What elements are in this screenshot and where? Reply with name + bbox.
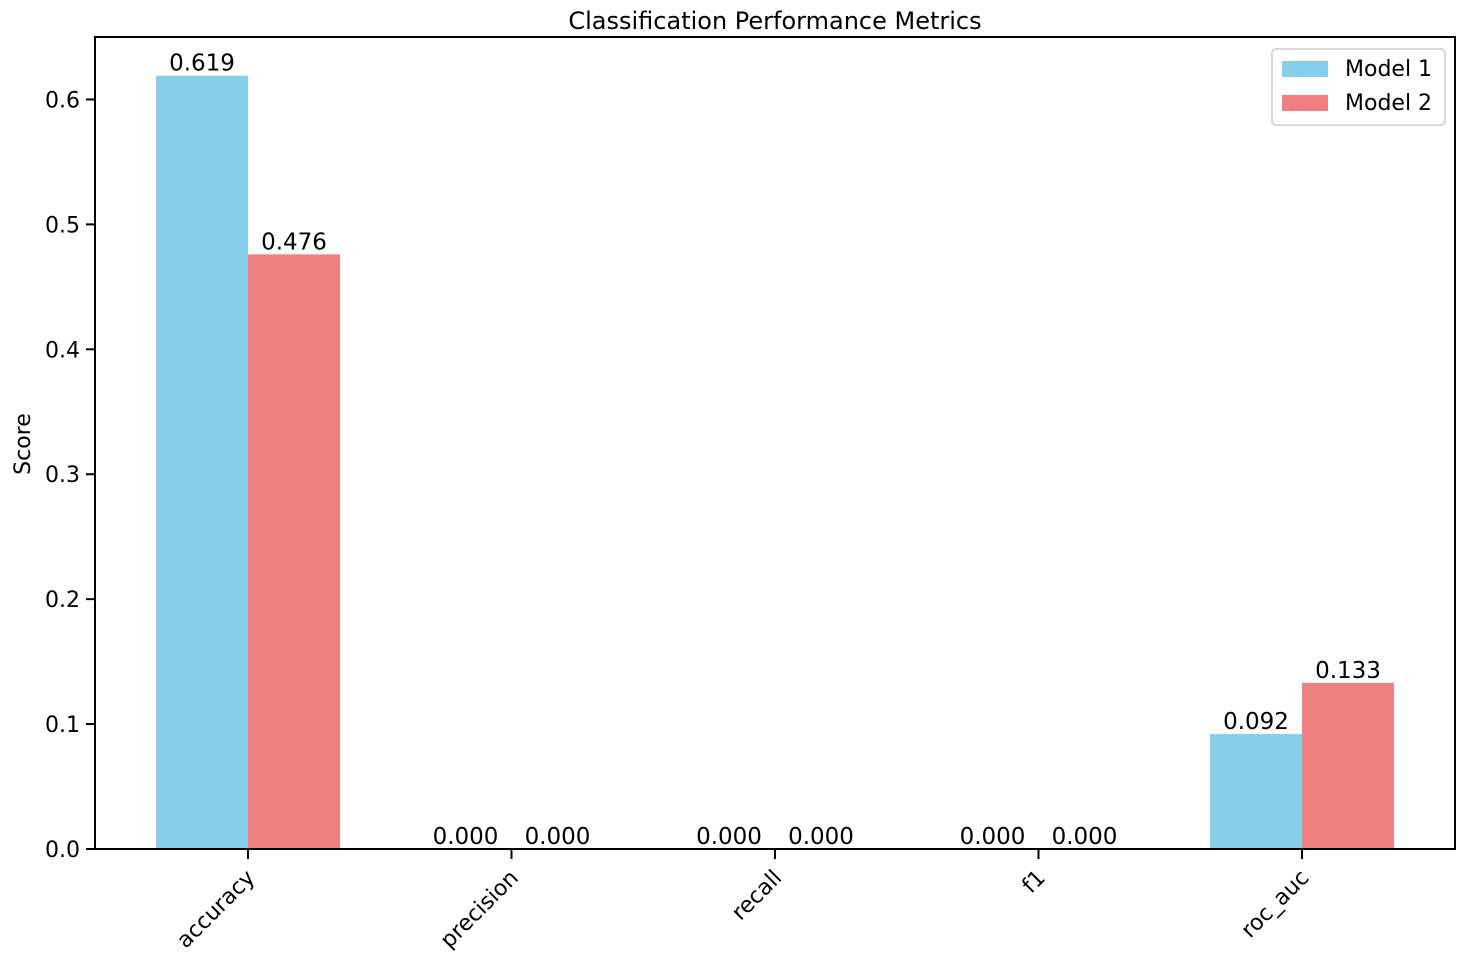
y-axis-label: Score [11, 413, 36, 475]
x-tick-label-accuracy: accuracy [172, 866, 260, 954]
data-label-roc_auc-series-2: 0.133 [1315, 658, 1381, 684]
x-tick-label-precision: precision [436, 866, 524, 954]
data-label-precision-series-2: 0.000 [525, 824, 591, 850]
chart-title: Classification Performance Metrics [568, 7, 981, 35]
x-tick-label-f1: f1 [1018, 866, 1051, 899]
data-label-recall-series-2: 0.000 [788, 824, 854, 850]
y-tick-label: 0.6 [45, 88, 80, 113]
data-label-accuracy-series-1: 0.619 [169, 51, 235, 77]
x-axis-ticks: accuracy precision recall f1 roc_auc [172, 849, 1314, 953]
legend-swatch-series-2 [1282, 95, 1328, 111]
data-label-f1-series-1: 0.000 [960, 824, 1026, 850]
data-label-recall-series-1: 0.000 [696, 824, 762, 850]
legend-label-series-1: Model 1 [1345, 57, 1432, 82]
x-tick-label-recall: recall [727, 866, 787, 926]
y-tick-label: 0.5 [45, 213, 80, 238]
y-tick-label: 0.2 [45, 588, 80, 613]
data-label-f1-series-2: 0.000 [1052, 824, 1118, 850]
y-tick-label: 0.4 [45, 338, 80, 363]
bar-roc_auc-series-1 [1210, 734, 1302, 849]
bar-accuracy-series-1 [156, 75, 248, 850]
legend-label-series-2: Model 2 [1345, 91, 1432, 116]
plot-area-frame [94, 36, 1456, 850]
x-tick-label-roc_auc: roc_auc [1237, 866, 1315, 944]
data-label-precision-series-1: 0.000 [433, 824, 499, 850]
bar-roc_auc-series-2 [1302, 682, 1394, 849]
y-tick-label: 0.1 [45, 713, 80, 738]
y-tick-label: 0.0 [45, 838, 80, 863]
y-tick-label: 0.3 [45, 463, 80, 488]
bar-accuracy-series-2 [248, 254, 340, 849]
data-label-roc_auc-series-1: 0.092 [1223, 709, 1289, 735]
data-labels-group: 0.619 0.000 0.000 0.000 0.092 0.476 0.000 0.000… [169, 51, 1381, 850]
legend-swatch-series-1 [1282, 61, 1328, 77]
bars-group [156, 75, 1394, 850]
data-label-accuracy-series-2: 0.476 [261, 229, 327, 255]
y-axis-ticks: 0.0 0.1 0.2 0.3 0.4 0.5 0.6 [45, 88, 95, 863]
legend: Model 1 Model 2 [1271, 48, 1446, 126]
